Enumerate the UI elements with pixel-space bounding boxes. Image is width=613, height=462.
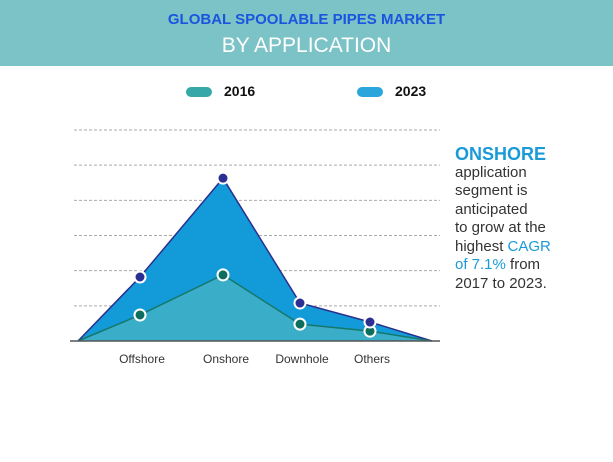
data-point-2016 [133, 308, 147, 322]
area-2023 [78, 178, 432, 341]
callout-line: application [455, 163, 527, 181]
callout-line: segment is [455, 182, 528, 199]
line-2023 [77, 176, 433, 342]
callout-line: highest CAGR [455, 237, 551, 255]
x-tick-label: Others [354, 352, 390, 366]
callout-text: ONSHORE application segment is anticipat… [455, 145, 605, 293]
callout-line: to grow at the [455, 219, 546, 236]
legend-2016: 2016 [186, 83, 255, 99]
chart-title: GLOBAL SPOOLABLE PIPES MARKET [167, 11, 446, 28]
data-point-2023 [133, 270, 147, 284]
legend-2023: 2023 [357, 83, 426, 99]
callout-line: 2017 to 2023. [455, 274, 547, 292]
x-tick-label: Downhole [275, 352, 329, 366]
line-2016 [77, 274, 433, 342]
callout-highlight: ONSHORE [455, 144, 547, 164]
legend-swatch [186, 87, 212, 98]
data-point-2023 [216, 171, 230, 185]
legend-label: 2016 [224, 83, 256, 99]
callout-line: of 7.1% from [455, 256, 541, 273]
data-point-2016 [293, 317, 307, 331]
data-point-2016 [216, 268, 230, 282]
area-2016 [78, 274, 432, 341]
callout-line: anticipated [455, 200, 528, 218]
x-tick-label: Onshore [203, 352, 249, 366]
x-tick-label: Offshore [119, 352, 165, 366]
data-point-2023 [363, 315, 377, 329]
legend-swatch [357, 87, 383, 98]
data-point-2023 [293, 296, 307, 310]
chart-subtitle: BY APPLICATION [221, 34, 392, 57]
header: GLOBAL SPOOLABLE PIPES MARKET BY APPLICA… [0, 0, 613, 66]
legend-label: 2023 [395, 83, 427, 99]
